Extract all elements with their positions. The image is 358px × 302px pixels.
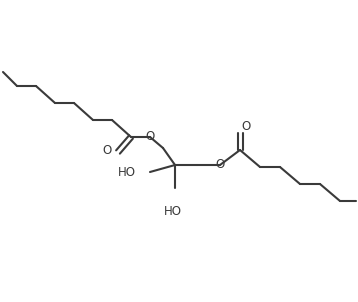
Text: HO: HO <box>164 205 182 218</box>
Text: O: O <box>241 120 251 133</box>
Text: O: O <box>102 143 112 156</box>
Text: O: O <box>216 159 224 172</box>
Text: HO: HO <box>118 165 136 178</box>
Text: O: O <box>145 130 155 143</box>
